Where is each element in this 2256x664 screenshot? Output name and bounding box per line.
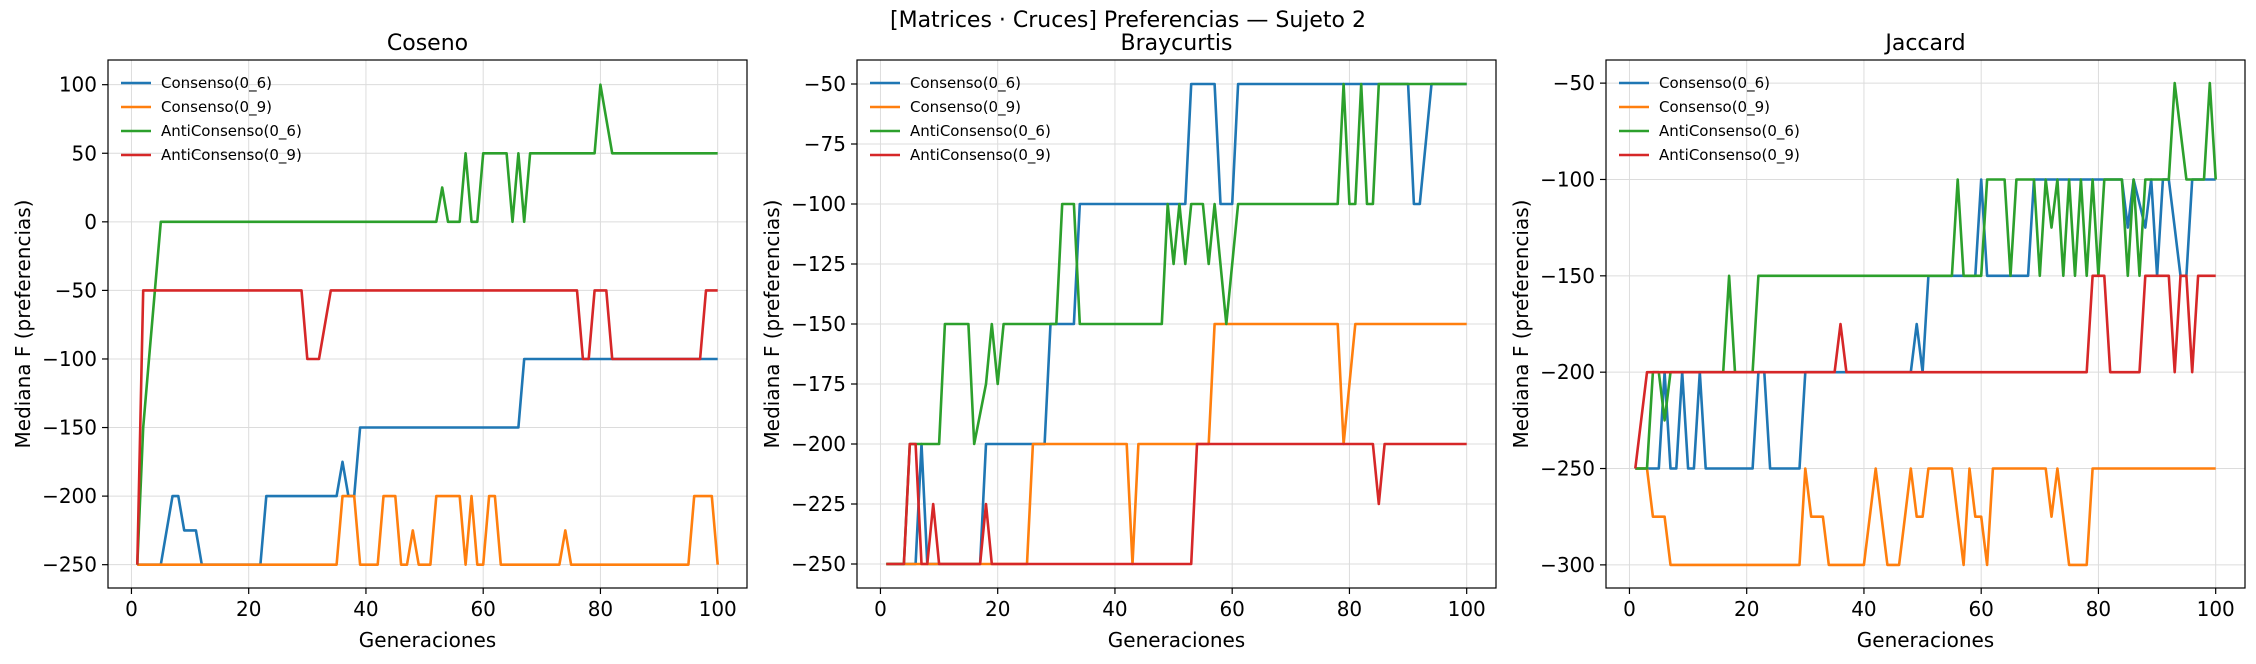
y-tick-label: −50 xyxy=(804,72,846,96)
series-line-anticonsenso-0-6- xyxy=(886,82,1467,566)
subplot-title: Braycurtis xyxy=(1121,31,1233,56)
y-tick-label: −100 xyxy=(42,347,97,371)
y-tick-label: −300 xyxy=(1540,553,1595,577)
subplot-title: Jaccard xyxy=(1883,31,1965,56)
subplot-coseno: 0 20 40 60 80 100 −250 −200 −150 −100 −50 0 50 100 Cos… xyxy=(11,31,748,652)
y-axis-label: Mediana F (preferencias) xyxy=(11,200,35,449)
x-tick-label: 100 xyxy=(699,597,737,621)
series-line-anticonsenso-0-9- xyxy=(886,442,1467,566)
x-tick-label: 100 xyxy=(1448,597,1486,621)
x-tick-label: 0 xyxy=(125,597,138,621)
x-tick-label: 60 xyxy=(1219,597,1244,621)
series-line-anticonsenso-0-6- xyxy=(136,83,718,565)
legend-label: AntiConsenso(0_6) xyxy=(1659,122,1800,141)
y-tick-label: −200 xyxy=(791,432,846,456)
x-tick-label: 60 xyxy=(1968,597,1993,621)
series-line-anticonsenso-0-9- xyxy=(1634,274,2216,469)
x-tick-label: 20 xyxy=(1734,597,1759,621)
series-line-anticonsenso-0-9- xyxy=(136,289,718,565)
subplot-title: Coseno xyxy=(387,31,468,56)
y-tick-label: 0 xyxy=(84,210,97,234)
y-tick-label: −200 xyxy=(1540,360,1595,384)
y-tick-label: −250 xyxy=(42,553,97,577)
y-tick-label: −75 xyxy=(804,132,846,156)
x-tick-label: 40 xyxy=(353,597,378,621)
x-tick-label: 0 xyxy=(1623,597,1636,621)
axes-frame xyxy=(107,59,748,589)
x-tick-label: 80 xyxy=(2086,597,2111,621)
y-tick-label: −250 xyxy=(791,552,846,576)
legend-label: AntiConsenso(0_9) xyxy=(910,146,1051,165)
y-axis-label: Mediana F (preferencias) xyxy=(760,200,784,449)
series-line-consenso-0-9- xyxy=(886,322,1467,566)
series-line-anticonsenso-0-6- xyxy=(1635,81,2217,470)
legend-label: Consenso(0_9) xyxy=(1659,98,1770,117)
x-tick-label: 80 xyxy=(588,597,613,621)
x-tick-label: 100 xyxy=(2197,597,2235,621)
y-tick-label: −150 xyxy=(791,312,846,336)
x-tick-label: 40 xyxy=(1851,597,1876,621)
series-line-consenso-0-6- xyxy=(137,357,718,566)
legend-label: Consenso(0_6) xyxy=(1659,74,1770,93)
legend-label: AntiConsenso(0_9) xyxy=(161,146,302,165)
x-tick-label: 0 xyxy=(874,597,887,621)
legend-label: Consenso(0_6) xyxy=(910,74,1021,93)
y-tick-label: −175 xyxy=(791,372,846,396)
series-line-consenso-0-9- xyxy=(137,494,719,566)
legend-label: AntiConsenso(0_6) xyxy=(910,122,1051,141)
x-tick-label: 40 xyxy=(1102,597,1127,621)
y-tick-label: −150 xyxy=(1540,264,1595,288)
y-tick-label: −200 xyxy=(42,484,97,508)
y-tick-label: −100 xyxy=(791,192,846,216)
x-tick-label: 80 xyxy=(1337,597,1362,621)
x-axis-label: Generaciones xyxy=(359,628,496,652)
x-axis-label: Generaciones xyxy=(1857,628,1994,652)
axes-frame xyxy=(1605,59,2246,589)
x-axis-label: Generaciones xyxy=(1108,628,1245,652)
y-tick-label: 50 xyxy=(72,141,97,165)
y-tick-label: 100 xyxy=(59,73,97,97)
y-tick-label: −250 xyxy=(1540,457,1595,481)
x-tick-label: 60 xyxy=(470,597,495,621)
subplot-jaccard: 0 20 40 60 80 100 −300 −250 −200 −150 −100 −50 Jacca… xyxy=(1509,31,2246,652)
y-axis-label: Mediana F (preferencias) xyxy=(1509,200,1533,449)
legend-label: AntiConsenso(0_6) xyxy=(161,122,302,141)
subplot-braycurtis: 0 20 40 60 80 100 −250 −225 −200 −175 −150 −125 −100… xyxy=(760,31,1497,652)
y-tick-label: −225 xyxy=(791,492,846,516)
y-tick-label: −50 xyxy=(1553,71,1595,95)
legend-label: Consenso(0_9) xyxy=(910,98,1021,117)
y-tick-label: −150 xyxy=(42,416,97,440)
y-tick-label: −125 xyxy=(791,252,846,276)
y-tick-label: −100 xyxy=(1540,167,1595,191)
series-line-consenso-0-9- xyxy=(1635,467,2216,567)
figure-suptitle: [Matrices · Cruces] Preferencias — Sujet… xyxy=(890,8,1366,33)
legend-label: Consenso(0_6) xyxy=(161,74,272,93)
legend-label: Consenso(0_9) xyxy=(161,98,272,117)
series-line-consenso-0-6- xyxy=(1635,178,2216,470)
y-tick-label: −50 xyxy=(55,278,97,302)
x-tick-label: 20 xyxy=(236,597,261,621)
legend-label: AntiConsenso(0_9) xyxy=(1659,146,1800,165)
x-tick-label: 20 xyxy=(985,597,1010,621)
